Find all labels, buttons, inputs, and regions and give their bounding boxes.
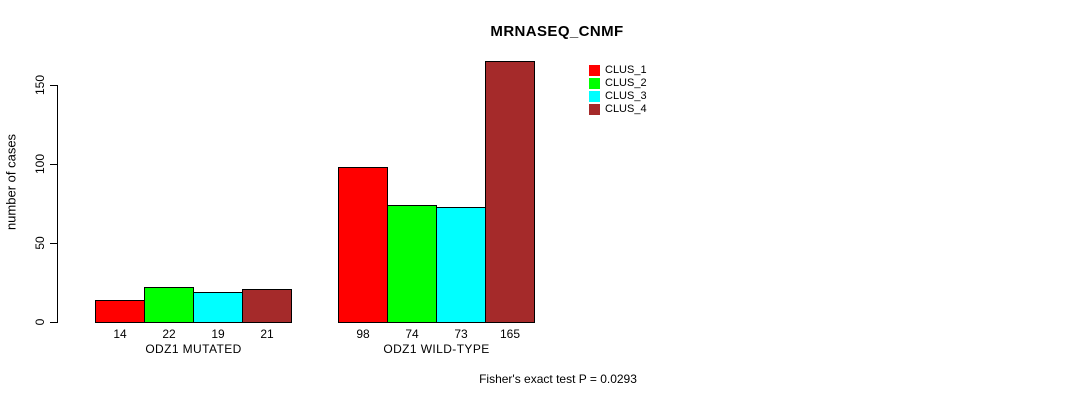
- legend-label: CLUS_3: [605, 90, 647, 102]
- legend: CLUS_1 CLUS_2 CLUS_3 CLUS_4: [589, 64, 647, 116]
- legend-item: CLUS_2: [589, 77, 647, 90]
- stat-annotation: Fisher's exact test P = 0.0293: [479, 372, 637, 386]
- y-axis-label: number of cases: [3, 133, 19, 231]
- y-axis-line: [57, 85, 58, 323]
- bar-clus_2-group2: [387, 205, 437, 323]
- bar-clus_2-group1: [144, 287, 194, 323]
- x-group-label: ODZ1 MUTATED: [145, 342, 242, 356]
- legend-item: CLUS_4: [589, 103, 647, 116]
- bar-clus_1-group1: [95, 300, 145, 323]
- legend-label: CLUS_1: [605, 64, 647, 76]
- legend-swatch-clus_3: [589, 91, 600, 102]
- bar-value-label: 165: [499, 327, 521, 341]
- legend-swatch-clus_4: [589, 104, 600, 115]
- bar-clus_3-group1: [193, 292, 243, 323]
- y-tick-mark: [50, 85, 57, 86]
- bar-value-label: 22: [162, 327, 176, 341]
- bar-value-label: 73: [454, 327, 468, 341]
- bar-value-label: 14: [113, 327, 127, 341]
- legend-label: CLUS_2: [605, 77, 647, 89]
- bar-value-label: 74: [405, 327, 419, 341]
- x-group-label: ODZ1 WILD-TYPE: [383, 342, 490, 356]
- y-tick-label: 150: [33, 74, 47, 96]
- bar-value-label: 21: [260, 327, 274, 341]
- y-tick-label: 0: [33, 318, 47, 326]
- y-tick-mark: [50, 164, 57, 165]
- y-tick-mark: [50, 243, 57, 244]
- y-tick-mark: [50, 322, 57, 323]
- bar-value-label: 19: [211, 327, 225, 341]
- bar-clus_4-group2: [485, 61, 535, 323]
- y-tick-label: 100: [33, 153, 47, 175]
- legend-swatch-clus_2: [589, 78, 600, 89]
- legend-item: CLUS_1: [589, 64, 647, 77]
- y-tick-label: 50: [33, 236, 47, 250]
- bar-value-label: 98: [356, 327, 370, 341]
- bar-clus_3-group2: [436, 207, 486, 323]
- bar-clus_4-group1: [242, 289, 292, 323]
- chart-title: MRNASEQ_CNMF: [490, 23, 624, 40]
- legend-label: CLUS_4: [605, 103, 647, 115]
- legend-item: CLUS_3: [589, 90, 647, 103]
- bar-clus_1-group2: [338, 167, 388, 323]
- legend-swatch-clus_1: [589, 65, 600, 76]
